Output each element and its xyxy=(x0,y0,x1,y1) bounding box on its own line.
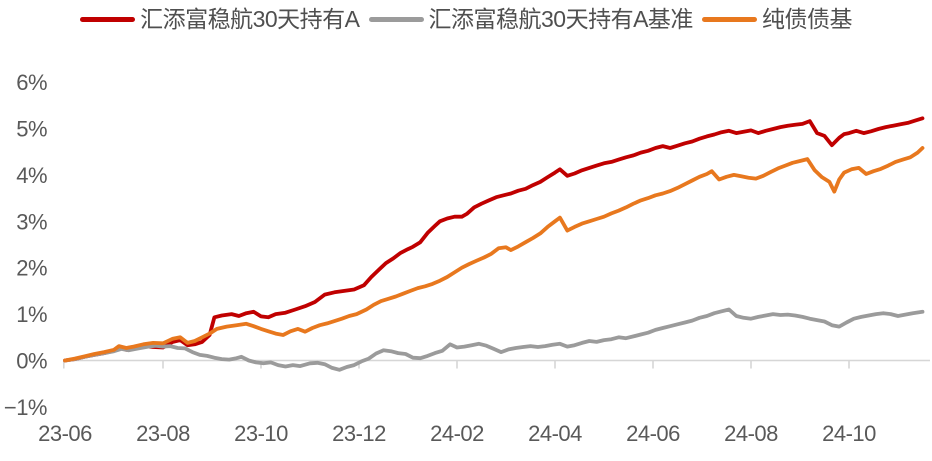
legend-item-bond-index: 纯债债基 xyxy=(701,6,853,34)
x-axis-tick-label: 23-10 xyxy=(234,421,288,446)
legend-label-fund: 汇添富稳航30天持有A xyxy=(140,6,360,32)
y-axis-tick-label: 6% xyxy=(16,70,47,95)
x-axis-tick-label: 24-04 xyxy=(528,421,582,446)
x-axis-tick-label: 24-02 xyxy=(430,421,484,446)
y-axis-tick-label: 5% xyxy=(16,117,47,142)
y-axis-tick-label: −1% xyxy=(4,395,47,420)
legend-label-benchmark: 汇添富稳航30天持有A基准 xyxy=(428,6,694,32)
x-axis-tick-label: 23-12 xyxy=(332,421,386,446)
y-axis-tick-label: 4% xyxy=(16,163,47,188)
y-axis-tick-label: 1% xyxy=(16,302,47,327)
series-line-1 xyxy=(63,307,925,372)
red-line-swatch-icon xyxy=(80,17,136,23)
legend-label-bond-index: 纯债债基 xyxy=(761,6,853,32)
legend: 汇添富稳航30天持有A 汇添富稳航30天持有A基准 纯债债基 xyxy=(0,6,932,34)
x-axis-tick-label: 24-10 xyxy=(822,421,876,446)
legend-item-fund: 汇添富稳航30天持有A xyxy=(80,6,360,34)
y-axis-tick-label: 0% xyxy=(16,349,47,374)
series-line-0 xyxy=(63,116,925,363)
x-axis-tick-label: 24-08 xyxy=(724,421,778,446)
legend-item-benchmark: 汇添富稳航30天持有A基准 xyxy=(368,6,694,34)
y-axis-tick-label: 2% xyxy=(16,256,47,281)
orange-line-swatch-icon xyxy=(701,17,757,23)
y-axis-tick-label: 3% xyxy=(16,209,47,234)
series-line-2 xyxy=(63,146,925,363)
x-axis-tick-label: 23-06 xyxy=(38,421,92,446)
x-axis-tick-label: 23-08 xyxy=(136,421,190,446)
gray-line-swatch-icon xyxy=(368,17,424,23)
x-axis-tick-label: 24-06 xyxy=(626,421,680,446)
